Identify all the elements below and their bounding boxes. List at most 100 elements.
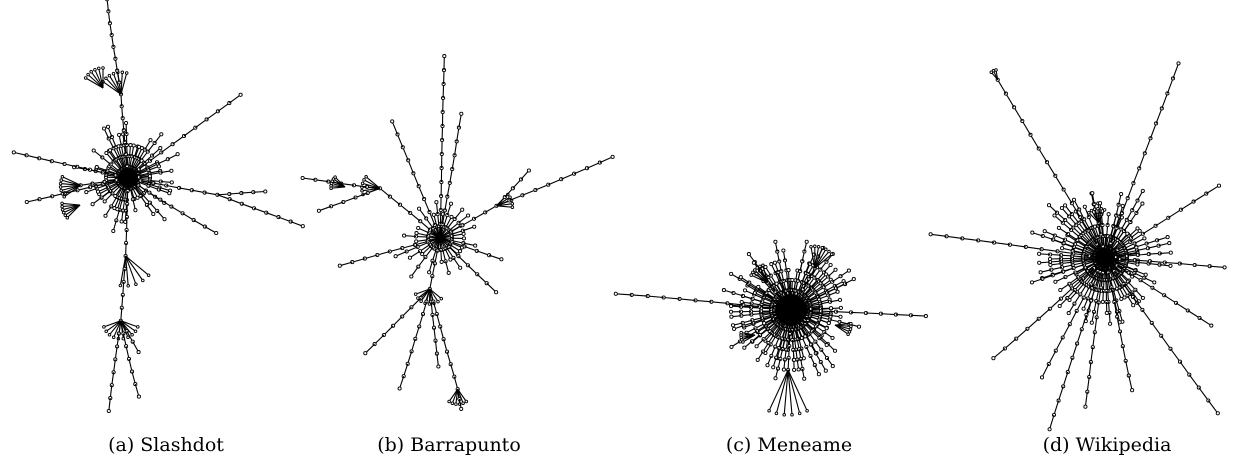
graph-node [118,283,123,288]
graph-edge [1076,329,1083,344]
graph-node [1165,235,1170,240]
graph-edge [217,194,230,200]
graph-edge [318,205,332,212]
graph-node [124,71,129,75]
graph-node [796,367,801,372]
graph-node [781,248,786,253]
graph-edge [77,186,91,191]
graph-node [1053,279,1058,284]
graph-edge [1094,317,1098,333]
graph-edge [341,183,355,186]
graph-edge [1038,148,1048,163]
graph-node [729,304,734,309]
graph-edge [191,189,205,194]
graph-node [263,189,268,194]
panel-wikipedia [925,0,1235,432]
graph-edge [63,184,81,198]
graph-edge [446,351,452,365]
graph-edge [1123,283,1134,298]
graph-meneame [613,239,928,417]
graph-node [1131,303,1136,308]
graph-edge [414,240,428,246]
graph-edge [183,127,196,137]
graph-node [147,174,152,179]
graph-edge [457,388,467,402]
graph-edge [125,255,137,285]
graph-node [739,330,743,335]
graph-node [755,266,759,270]
graph-edge [727,302,744,306]
graph-node [792,357,797,362]
graph-node [111,335,116,340]
graph-edge [695,299,712,303]
graph-node [360,189,364,193]
graph-edge [439,326,445,340]
graph-edge [1193,193,1207,203]
graph-node [58,181,63,186]
graph-edge [399,204,411,214]
graph-edge [1005,93,1015,108]
graph-edge [433,327,437,341]
graph-edge [253,207,267,214]
graph-node [1037,260,1042,265]
graph-edge [138,185,150,194]
graph-edge [364,343,375,354]
graph-edge [302,177,316,181]
graph-edge [451,389,459,404]
graph-node [732,326,737,331]
graph-node [767,408,771,413]
graph-node [102,199,107,204]
graph-node [773,376,778,381]
graph-edge [1132,296,1143,311]
graph-edge [125,255,149,276]
graph-node [771,365,776,370]
graph-edge [367,187,381,194]
graph-node [804,239,809,244]
graph-edge [114,346,118,360]
graph-node [151,211,156,217]
graph-node [991,356,996,361]
graph-node [761,263,765,268]
graph-edge [522,189,536,196]
graph-edge [1083,284,1092,298]
graph-edge [125,255,129,286]
graph-edge [61,184,81,192]
graph-edge [377,250,390,256]
graph-node [823,368,828,373]
graph-node [449,214,454,219]
graph-edge [1138,153,1146,169]
graph-edge [149,151,162,162]
graph-edge [1155,217,1169,227]
graph-node [1216,183,1222,188]
graph-edge [429,288,434,302]
graph-node [1137,228,1142,233]
graph-edge [1199,317,1212,327]
graph-node [337,263,342,268]
graph-node [448,201,454,206]
graph-node [136,394,141,399]
graph-edge [1013,107,1023,122]
graph-node [162,217,167,222]
graph-edge [278,216,291,223]
graph-edge [160,143,173,153]
graph-edge [1149,123,1157,139]
graph-edge [125,242,127,257]
graph-node [830,335,835,340]
graph-edge [1166,78,1174,94]
graph-node [300,224,305,229]
graph-node [472,224,477,229]
graph-edge [759,306,776,309]
graph-edge [1086,376,1090,392]
graph-node [97,66,101,71]
graph-node [1130,388,1135,393]
graph-node [458,265,463,270]
graph-edge [1062,371,1069,387]
graph-edge [414,326,420,340]
graph-node [1066,311,1071,316]
graph-node [63,213,68,218]
graph-node [824,326,829,331]
graph-edge [116,333,120,347]
graph-node [1081,306,1086,311]
graph-edge [353,184,367,188]
graph-edge [1058,386,1064,401]
